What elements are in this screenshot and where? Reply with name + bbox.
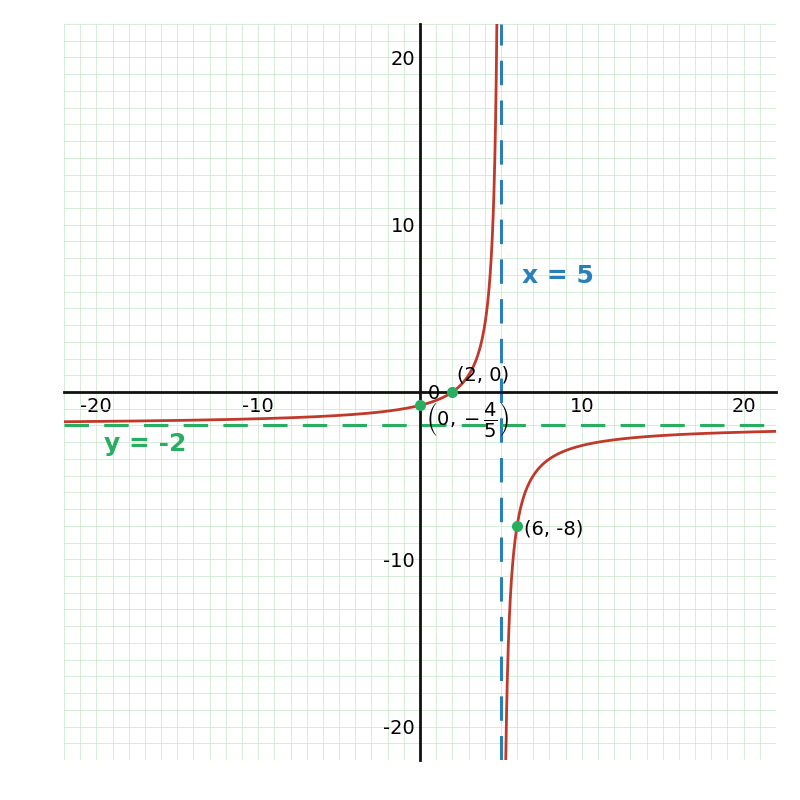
Text: $\left(0, -\dfrac{4}{5}\right)$: $\left(0, -\dfrac{4}{5}\right)$ — [426, 400, 510, 439]
Text: 0: 0 — [428, 384, 440, 402]
Text: y = -2: y = -2 — [105, 431, 187, 455]
Text: (2, 0): (2, 0) — [458, 366, 510, 384]
Text: (6, -8): (6, -8) — [523, 519, 583, 538]
Text: x = 5: x = 5 — [522, 264, 594, 288]
